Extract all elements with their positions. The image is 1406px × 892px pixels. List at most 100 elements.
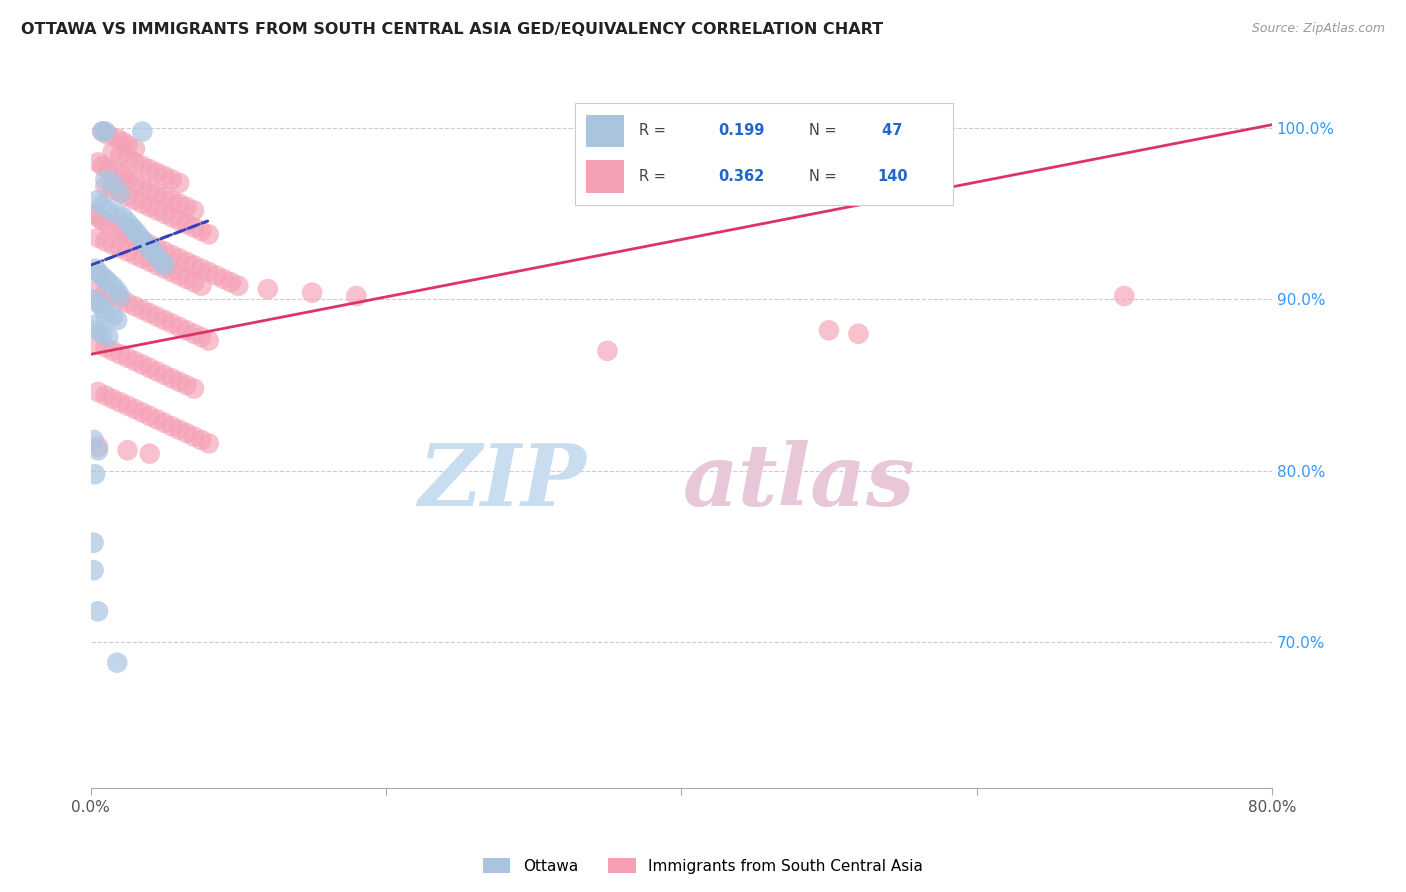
Point <box>108 186 131 201</box>
Point <box>87 282 110 296</box>
Point <box>101 289 124 303</box>
Point <box>153 169 176 183</box>
Point <box>183 258 205 272</box>
Point <box>105 131 128 145</box>
Point <box>127 227 149 242</box>
Point <box>150 254 173 268</box>
Point <box>818 323 841 337</box>
Point <box>108 148 131 162</box>
Point <box>226 278 249 293</box>
Point <box>90 268 112 283</box>
Point <box>94 234 117 248</box>
Point <box>160 265 183 279</box>
Point <box>135 237 157 252</box>
Point <box>84 467 107 482</box>
Point <box>131 405 153 419</box>
Point <box>124 176 146 190</box>
Point <box>124 155 146 169</box>
Point <box>83 535 105 549</box>
Point <box>94 341 117 355</box>
Point <box>101 145 124 160</box>
Point <box>197 265 219 279</box>
Point <box>183 382 205 396</box>
Text: atlas: atlas <box>683 440 915 524</box>
Point <box>91 326 114 341</box>
Point <box>176 426 198 441</box>
Point <box>138 306 160 320</box>
Point <box>153 313 176 327</box>
Point <box>146 203 169 218</box>
Text: OTTAWA VS IMMIGRANTS FROM SOUTH CENTRAL ASIA GED/EQUIVALENCY CORRELATION CHART: OTTAWA VS IMMIGRANTS FROM SOUTH CENTRAL … <box>21 22 883 37</box>
Point <box>153 244 176 259</box>
Point <box>176 217 198 231</box>
Point <box>138 409 160 423</box>
Point <box>160 211 183 225</box>
Point <box>131 358 153 372</box>
Point <box>205 268 228 283</box>
Point <box>94 285 117 300</box>
Point <box>190 261 212 276</box>
Point <box>160 248 183 262</box>
Point <box>108 186 131 201</box>
Point <box>83 318 105 333</box>
Point <box>596 343 619 358</box>
Point <box>848 326 870 341</box>
Point <box>146 310 169 324</box>
Point <box>146 166 169 180</box>
Point <box>94 179 117 194</box>
Point <box>117 172 139 186</box>
Point <box>101 343 124 358</box>
Point <box>97 330 120 344</box>
Point <box>94 172 117 186</box>
Point <box>87 211 110 225</box>
Point <box>138 162 160 177</box>
Point <box>91 124 114 138</box>
Point <box>108 347 131 361</box>
Point <box>146 258 169 272</box>
Point <box>112 224 135 238</box>
Point <box>124 402 146 417</box>
Point <box>105 220 128 235</box>
Point <box>176 378 198 392</box>
Point <box>87 231 110 245</box>
Point <box>101 183 124 197</box>
Point <box>87 384 110 399</box>
Point <box>344 289 367 303</box>
Point <box>167 196 190 211</box>
Point <box>84 261 107 276</box>
Point <box>112 135 135 149</box>
Point <box>87 440 110 454</box>
Point <box>138 447 160 461</box>
Point <box>87 265 110 279</box>
Point <box>108 395 131 409</box>
Point <box>108 293 131 307</box>
Point <box>160 317 183 331</box>
Point <box>167 423 190 437</box>
Point <box>190 330 212 344</box>
Point <box>117 227 139 242</box>
Point <box>131 302 153 317</box>
Point <box>153 368 176 382</box>
Point <box>105 313 128 327</box>
Point <box>160 172 183 186</box>
Point <box>124 299 146 313</box>
Point <box>124 248 146 262</box>
Point <box>138 241 160 255</box>
Legend: Ottawa, Immigrants from South Central Asia: Ottawa, Immigrants from South Central As… <box>477 852 929 880</box>
Point <box>176 272 198 286</box>
Text: Source: ZipAtlas.com: Source: ZipAtlas.com <box>1251 22 1385 36</box>
Point <box>117 399 139 413</box>
Point <box>117 152 139 166</box>
Point <box>142 244 165 259</box>
Point <box>124 142 146 156</box>
Point <box>138 254 160 268</box>
Point <box>131 179 153 194</box>
Point <box>124 354 146 368</box>
Point <box>183 203 205 218</box>
Point <box>117 351 139 365</box>
Point <box>87 337 110 351</box>
Point <box>138 237 160 252</box>
Point <box>105 656 128 670</box>
Point <box>94 124 117 138</box>
Point <box>83 433 105 447</box>
